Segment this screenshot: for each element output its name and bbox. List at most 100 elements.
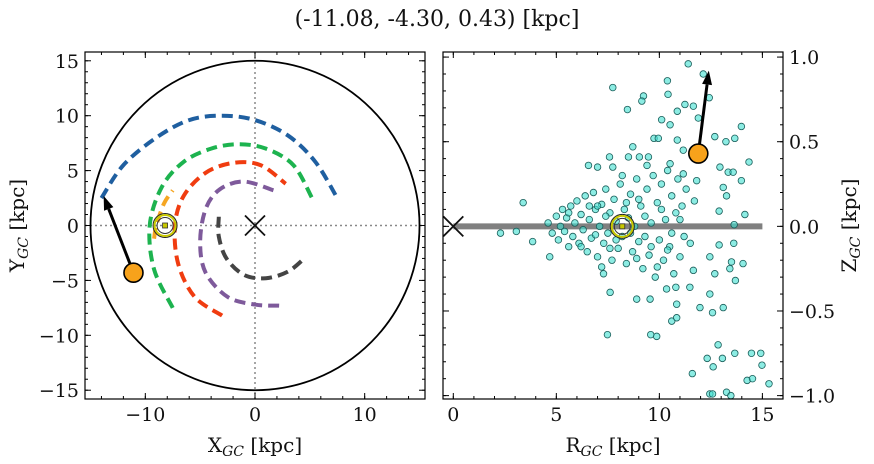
spiral-arm	[216, 216, 306, 281]
scatter-point	[544, 219, 552, 227]
spiral-arm	[198, 179, 280, 308]
scatter-point	[647, 330, 655, 339]
x-tick-label: 5	[550, 404, 562, 426]
scatter-point	[554, 236, 563, 244]
scatter-point	[606, 288, 614, 297]
scatter-point	[682, 185, 690, 193]
scatter-point	[731, 349, 739, 357]
y-tick-label: −1.0	[789, 386, 835, 408]
scatter-point	[609, 83, 617, 92]
scatter-point	[727, 391, 735, 399]
sun-ring	[610, 214, 634, 238]
scatter-point	[585, 202, 594, 210]
y-tick-label: 0	[67, 216, 79, 238]
right-panel-rz: 0 5 10 15 −1.0 −0.5 0.0 0.5 1.0 RGC [kpc] ZGC [kpc…	[442, 47, 864, 460]
scatter-point	[681, 100, 689, 109]
velocity-arrow-shaft	[107, 208, 135, 274]
scatter-point	[670, 270, 678, 278]
scatter-point	[689, 266, 698, 275]
scatter-point	[716, 163, 724, 171]
scatter-point	[657, 116, 666, 124]
y-axis-label: ZGC [kpc]	[837, 179, 864, 273]
y-tick-label: −15	[39, 380, 79, 402]
sun-outer-ring	[152, 213, 178, 238]
scatter-point	[729, 168, 737, 176]
scatter-point	[632, 254, 641, 263]
scatter-point	[589, 188, 598, 197]
scatter-point	[646, 295, 654, 303]
y-tick-label: 0.0	[789, 216, 819, 238]
scatter-point	[641, 232, 649, 241]
scatter-point	[548, 229, 556, 237]
scatter-point	[603, 330, 612, 339]
scatter-point	[571, 219, 579, 227]
scatter-point	[628, 248, 637, 256]
scatter-point	[668, 192, 676, 200]
scatter-point	[649, 171, 657, 180]
scatter-point	[666, 160, 674, 168]
scatter-point	[663, 77, 672, 85]
velocity-arrow-head	[702, 70, 713, 86]
scatter-point	[708, 308, 717, 317]
scatter-point	[632, 175, 641, 183]
scatter-point	[731, 134, 739, 143]
scatter-point	[711, 132, 719, 141]
scatter-point	[639, 264, 647, 273]
scatter-point	[666, 121, 674, 129]
scatter-point	[745, 158, 753, 166]
scatter-point	[583, 248, 591, 256]
scatter-point	[651, 273, 659, 281]
scatter-point	[579, 226, 587, 234]
scatter-point	[602, 212, 610, 220]
figure-title: (-11.08, -4.30, 0.43) [kpc]	[295, 7, 580, 32]
scatter-point	[678, 202, 686, 210]
scatter-point	[614, 244, 622, 253]
y-tick-label: 1.0	[789, 47, 819, 69]
scatter-point	[567, 202, 575, 210]
scatter-point	[496, 229, 505, 237]
scatter-point	[512, 227, 521, 236]
scatter-point	[657, 180, 666, 188]
plot-area	[85, 52, 425, 399]
scatter-point	[662, 285, 671, 293]
scatter-point	[696, 303, 704, 312]
y-tick-label: −5	[51, 270, 79, 292]
scatter-point	[663, 246, 672, 254]
scatter-point	[694, 114, 703, 122]
scatter-point	[686, 239, 694, 247]
velocity-arrow-head	[103, 195, 114, 211]
scatter-point	[610, 195, 618, 203]
scatter-point	[679, 170, 687, 178]
scatter-point	[645, 251, 653, 259]
scatter-point	[556, 222, 565, 231]
scatter-point	[644, 153, 653, 161]
y-tick-label: 15	[55, 51, 79, 73]
scatter-point	[616, 180, 624, 188]
spiral-arm	[147, 142, 314, 309]
scatter-point	[672, 283, 680, 291]
scatter-point	[684, 60, 692, 68]
scatter-point	[654, 134, 663, 143]
scatter-point	[727, 258, 736, 266]
scatter-point	[715, 241, 723, 249]
scatter-point	[560, 227, 569, 236]
scatter-point	[737, 176, 746, 185]
scatter-point	[703, 354, 711, 363]
x-axis-label: XGC [kpc]	[208, 433, 302, 460]
scatter-point	[659, 256, 668, 264]
scatter-point	[722, 192, 731, 200]
scatter-point	[672, 314, 681, 322]
scatter-point	[558, 205, 567, 214]
x-tick-label: 15	[750, 404, 774, 426]
scatter-point	[564, 242, 573, 251]
scatter-point	[689, 102, 698, 110]
y-tick-label: 10	[55, 106, 79, 128]
scatter-point	[604, 229, 612, 237]
scatter-point	[709, 363, 717, 371]
scatter-point	[686, 283, 694, 291]
scatter-point	[674, 175, 682, 183]
scatter-point	[737, 122, 746, 131]
scatter-point	[600, 239, 608, 247]
scatter-point	[581, 192, 589, 200]
